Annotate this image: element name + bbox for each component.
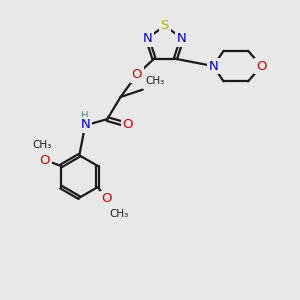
Text: N: N — [208, 60, 218, 73]
Text: CH₃: CH₃ — [145, 76, 164, 86]
Text: O: O — [123, 118, 133, 131]
Text: O: O — [40, 154, 50, 166]
Text: N: N — [177, 32, 187, 45]
Text: H: H — [81, 111, 89, 121]
Text: CH₃: CH₃ — [110, 209, 129, 219]
Text: O: O — [131, 68, 142, 81]
Text: O: O — [256, 60, 267, 73]
Text: CH₃: CH₃ — [32, 140, 52, 150]
Text: N: N — [80, 118, 90, 131]
Text: O: O — [101, 192, 112, 206]
Text: N: N — [142, 32, 152, 45]
Text: S: S — [160, 19, 169, 32]
